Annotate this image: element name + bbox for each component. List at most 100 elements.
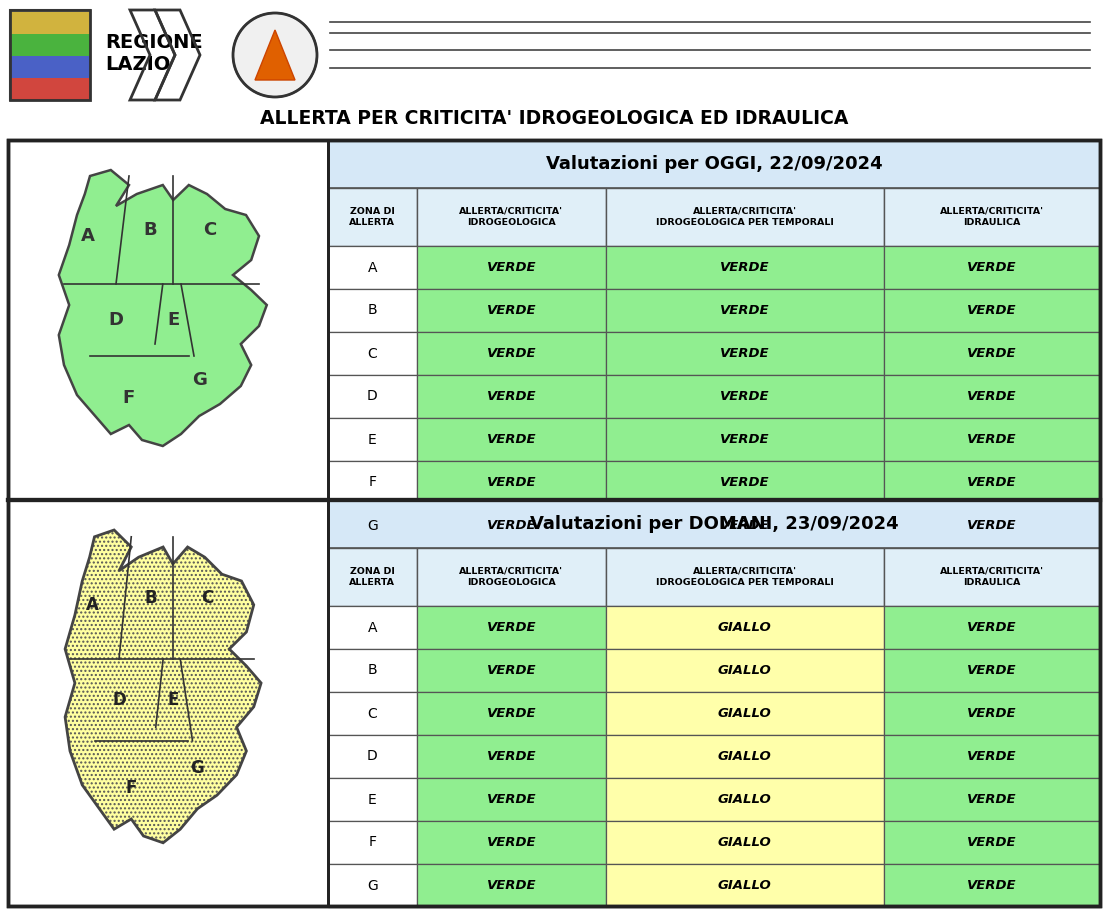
- Text: B: B: [368, 664, 377, 677]
- Text: VERDE: VERDE: [486, 390, 536, 403]
- Bar: [417, 735, 606, 778]
- Bar: [10, 78, 90, 100]
- Text: E: E: [167, 311, 179, 329]
- Text: VERDE: VERDE: [967, 433, 1017, 446]
- Text: Valutazioni per DOMANI, 23/09/2024: Valutazioni per DOMANI, 23/09/2024: [530, 515, 899, 533]
- Bar: [884, 606, 1100, 649]
- Text: E: E: [368, 792, 377, 807]
- Polygon shape: [59, 170, 267, 446]
- Bar: [10, 34, 90, 56]
- Bar: [606, 821, 884, 864]
- Bar: [328, 864, 417, 907]
- Text: VERDE: VERDE: [720, 476, 770, 489]
- Bar: [417, 504, 606, 547]
- Bar: [606, 332, 884, 375]
- Text: REGIONE: REGIONE: [105, 32, 203, 51]
- Bar: [606, 606, 884, 649]
- Bar: [328, 375, 417, 418]
- Bar: [10, 10, 90, 100]
- Bar: [884, 418, 1100, 461]
- Text: VERDE: VERDE: [486, 793, 536, 806]
- Text: VERDE: VERDE: [486, 621, 536, 634]
- Text: VERDE: VERDE: [967, 879, 1017, 892]
- Bar: [328, 246, 417, 289]
- Bar: [606, 289, 884, 332]
- Text: ALLERTA/CRITICITA'
IDRAULICA: ALLERTA/CRITICITA' IDRAULICA: [940, 207, 1044, 227]
- Bar: [417, 649, 606, 692]
- Text: ZONA DI
ALLERTA: ZONA DI ALLERTA: [349, 207, 396, 227]
- Text: VERDE: VERDE: [720, 261, 770, 274]
- Text: VERDE: VERDE: [967, 793, 1017, 806]
- Text: C: C: [201, 589, 214, 607]
- Text: VERDE: VERDE: [720, 519, 770, 532]
- Bar: [328, 735, 417, 778]
- Text: G: G: [367, 879, 378, 892]
- Text: VERDE: VERDE: [720, 304, 770, 317]
- Bar: [10, 56, 90, 78]
- Text: VERDE: VERDE: [967, 621, 1017, 634]
- Text: GIALLO: GIALLO: [718, 750, 772, 763]
- Text: VERDE: VERDE: [486, 664, 536, 677]
- Text: VERDE: VERDE: [486, 879, 536, 892]
- Bar: [328, 332, 417, 375]
- Bar: [417, 821, 606, 864]
- Text: D: D: [367, 750, 378, 764]
- Bar: [417, 864, 606, 907]
- Bar: [606, 246, 884, 289]
- Bar: [884, 188, 1100, 246]
- Text: F: F: [125, 779, 137, 798]
- Text: VERDE: VERDE: [967, 707, 1017, 720]
- Text: A: A: [368, 620, 377, 634]
- Text: Valutazioni per OGGI, 22/09/2024: Valutazioni per OGGI, 22/09/2024: [545, 155, 882, 173]
- Text: VERDE: VERDE: [967, 304, 1017, 317]
- Text: VERDE: VERDE: [486, 261, 536, 274]
- Text: G: G: [191, 759, 204, 777]
- Bar: [417, 778, 606, 821]
- Text: VERDE: VERDE: [720, 433, 770, 446]
- Text: VERDE: VERDE: [486, 836, 536, 849]
- Text: A: A: [368, 260, 377, 275]
- Text: B: B: [144, 589, 157, 607]
- Text: ZONA DI
ALLERTA: ZONA DI ALLERTA: [349, 567, 396, 587]
- Text: GIALLO: GIALLO: [718, 879, 772, 892]
- Bar: [328, 821, 417, 864]
- Text: E: E: [167, 691, 178, 709]
- Text: ALLERTA PER CRITICITA' IDROGEOLOGICA ED IDRAULICA: ALLERTA PER CRITICITA' IDROGEOLOGICA ED …: [259, 108, 849, 128]
- Bar: [884, 332, 1100, 375]
- Text: A: A: [81, 227, 94, 245]
- Text: GIALLO: GIALLO: [718, 793, 772, 806]
- Text: VERDE: VERDE: [967, 750, 1017, 763]
- Text: B: B: [143, 221, 156, 239]
- Text: C: C: [368, 707, 377, 720]
- Bar: [417, 692, 606, 735]
- Text: A: A: [85, 596, 99, 614]
- Bar: [606, 418, 884, 461]
- Bar: [884, 504, 1100, 547]
- Text: ALLERTA/CRITICITA'
IDROGEOLOGICA: ALLERTA/CRITICITA' IDROGEOLOGICA: [460, 207, 563, 227]
- Bar: [328, 418, 417, 461]
- Bar: [606, 735, 884, 778]
- Text: VERDE: VERDE: [486, 476, 536, 489]
- Bar: [328, 289, 417, 332]
- Text: ALLERTA/CRITICITA'
IDROGEOLOGICA: ALLERTA/CRITICITA' IDROGEOLOGICA: [460, 567, 563, 587]
- Text: VERDE: VERDE: [967, 519, 1017, 532]
- Text: VERDE: VERDE: [967, 836, 1017, 849]
- Bar: [884, 289, 1100, 332]
- Text: VERDE: VERDE: [967, 390, 1017, 403]
- Bar: [417, 606, 606, 649]
- Text: VERDE: VERDE: [720, 390, 770, 403]
- Bar: [884, 246, 1100, 289]
- Text: E: E: [368, 433, 377, 447]
- Text: GIALLO: GIALLO: [718, 621, 772, 634]
- Text: D: D: [367, 390, 378, 403]
- Bar: [884, 735, 1100, 778]
- Bar: [417, 246, 606, 289]
- Bar: [417, 332, 606, 375]
- Bar: [328, 500, 1100, 548]
- Bar: [8, 140, 1100, 906]
- Bar: [10, 10, 90, 100]
- Text: ALLERTA/CRITICITA'
IDRAULICA: ALLERTA/CRITICITA' IDRAULICA: [940, 567, 1044, 587]
- Bar: [328, 548, 417, 606]
- Text: LAZIO: LAZIO: [105, 55, 171, 74]
- Bar: [10, 12, 90, 34]
